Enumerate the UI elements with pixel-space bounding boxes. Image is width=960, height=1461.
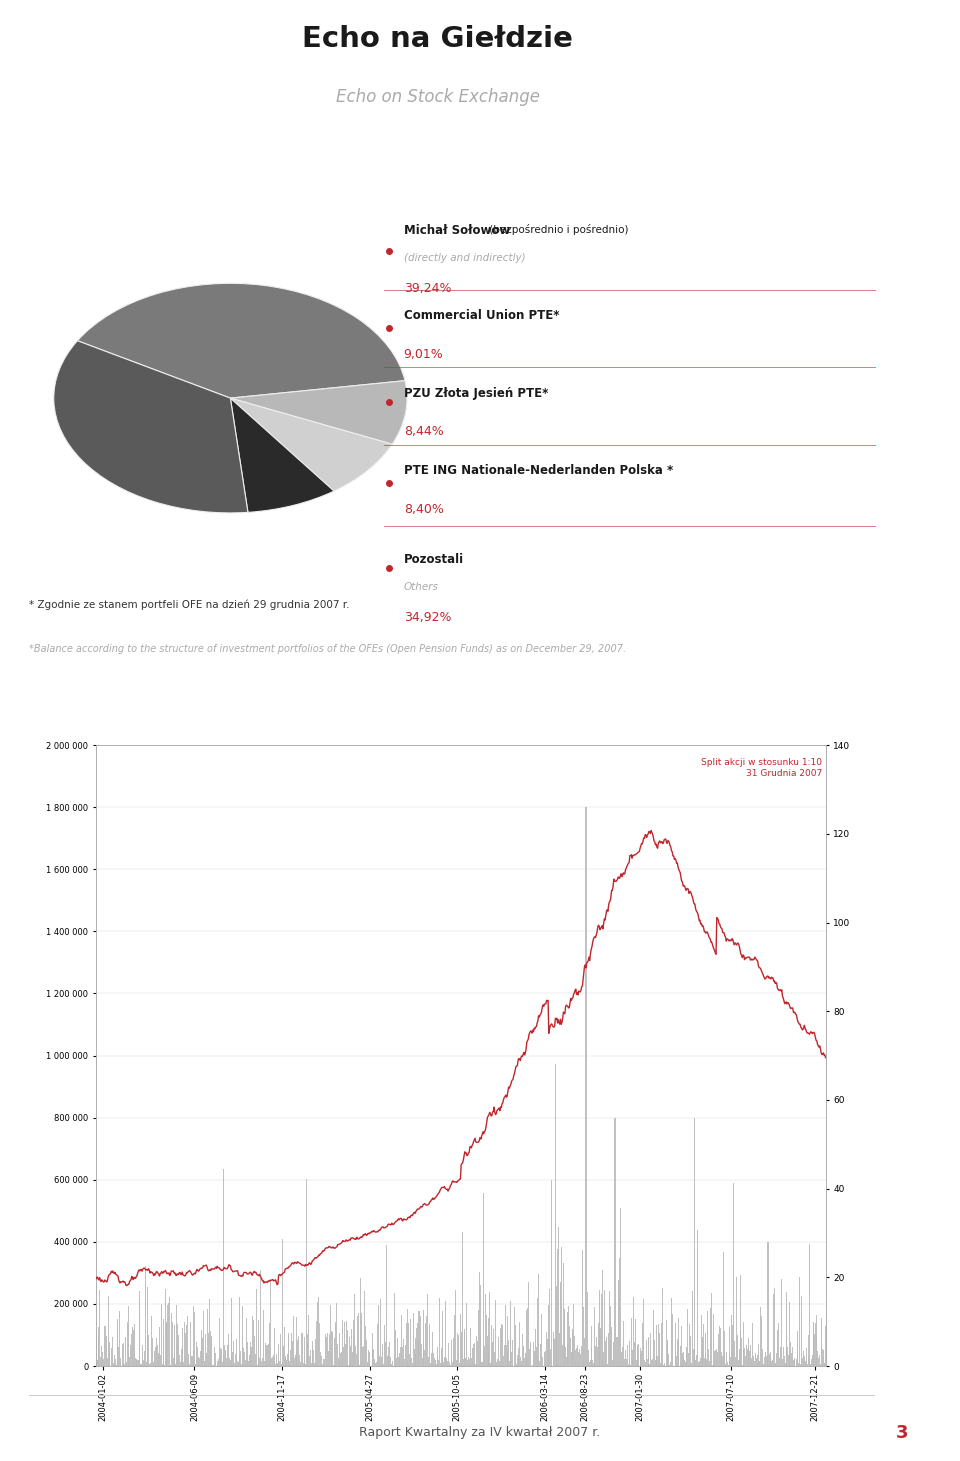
Text: 9,01%: 9,01%: [403, 348, 444, 361]
Text: Shareholders: Shareholders: [753, 178, 850, 193]
Wedge shape: [78, 283, 405, 399]
Text: Echo na Giełdzie: Echo na Giełdzie: [302, 25, 573, 53]
Wedge shape: [230, 399, 334, 513]
Text: 34,92%: 34,92%: [403, 611, 451, 624]
Wedge shape: [54, 340, 248, 513]
Text: 39,24%: 39,24%: [403, 282, 451, 295]
Text: PTE ING Nationale-Nederlanden Polska *: PTE ING Nationale-Nederlanden Polska *: [403, 465, 673, 476]
Text: * Zgodnie ze stanem portfeli OFE na dzień 29 grudnia 2007 r.: * Zgodnie ze stanem portfeli OFE na dzie…: [29, 599, 349, 609]
Text: 3: 3: [896, 1424, 909, 1442]
Text: (bezpośrednio i pośrednio): (bezpośrednio i pośrednio): [486, 224, 629, 235]
Text: (directly and indirectly): (directly and indirectly): [403, 253, 525, 263]
Text: 8,44%: 8,44%: [403, 425, 444, 438]
Text: Commercial Union PTE*: Commercial Union PTE*: [403, 310, 559, 321]
Text: Echo on Stock Exchange: Echo on Stock Exchange: [336, 88, 540, 107]
Text: Split akcji w stosunku 1:10
31 Grudnia 2007: Split akcji w stosunku 1:10 31 Grudnia 2…: [701, 758, 822, 777]
Text: 8,40%: 8,40%: [403, 503, 444, 516]
Text: Michał Sołowow: Michał Sołowow: [403, 224, 510, 237]
Text: Wykres kursu akcji: Wykres kursu akcji: [26, 697, 164, 712]
Text: 31.12.2007: 31.12.2007: [396, 697, 479, 712]
Text: 31.12.2007: 31.12.2007: [396, 178, 480, 193]
Text: Raport Kwartalny za IV kwartał 2007 r.: Raport Kwartalny za IV kwartał 2007 r.: [359, 1426, 601, 1439]
Text: Quarterly Report for the 4th Quarter of 2007: Quarterly Report for the 4th Quarter of …: [913, 279, 923, 482]
Text: Pozostali: Pozostali: [403, 554, 464, 565]
Text: Others: Others: [403, 581, 439, 592]
Text: *Balance according to the structure of investment portfolios of the OFEs (Open P: *Balance according to the structure of i…: [29, 644, 626, 653]
Wedge shape: [230, 399, 393, 491]
Text: Share price chart: Share price chart: [723, 697, 850, 712]
Wedge shape: [230, 381, 407, 444]
Text: Akcjonariat: Akcjonariat: [26, 178, 109, 193]
Text: PZU Złota Jesień PTE*: PZU Złota Jesień PTE*: [403, 387, 548, 399]
